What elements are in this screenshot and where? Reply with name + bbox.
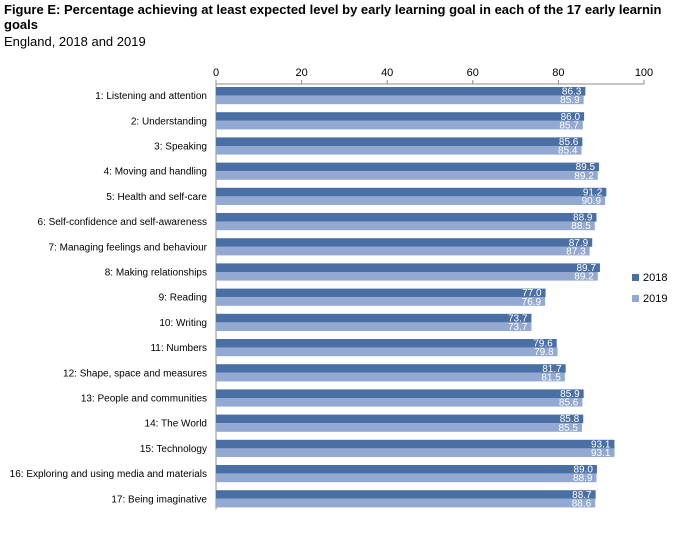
category-label: 6: Self-confidence and self-awareness xyxy=(37,217,207,228)
data-label-2019: 88.6 xyxy=(572,498,592,509)
category-label: 16: Exploring and using media and materi… xyxy=(10,469,207,480)
data-label-2018: 89.5 xyxy=(576,162,596,173)
bar-2019 xyxy=(216,171,598,180)
category-label: 8: Making relationships xyxy=(105,268,207,279)
data-label-2019: 85.4 xyxy=(558,146,578,157)
data-label-2018: 85.8 xyxy=(560,414,580,425)
data-label-2018: 86.3 xyxy=(562,87,582,98)
bar-2019 xyxy=(216,95,584,105)
bar-2018 xyxy=(216,213,597,222)
bar-2019 xyxy=(216,398,583,407)
legend-label-2018: 2018 xyxy=(643,272,667,284)
category-label: 14: The World xyxy=(145,419,207,430)
bar-2018 xyxy=(216,137,583,146)
bar-2019 xyxy=(216,372,565,382)
bar-2018 xyxy=(216,87,586,96)
bar-2019 xyxy=(216,473,597,483)
bar-2018 xyxy=(216,187,607,197)
bar-2019 xyxy=(216,120,583,130)
category-label: 2: Understanding xyxy=(131,116,207,127)
category-label: 15: Technology xyxy=(140,444,207,455)
data-label-2018: 93.1 xyxy=(591,439,611,450)
data-label-2019: 89.2 xyxy=(574,171,594,182)
data-label-2018: 89.0 xyxy=(573,465,593,476)
bar-2018 xyxy=(216,162,600,172)
x-tick-label: 0 xyxy=(213,67,219,79)
bar-2019 xyxy=(216,196,606,205)
data-label-2019: 87.3 xyxy=(566,246,586,257)
category-label: 10: Writing xyxy=(159,318,207,329)
bar-2019 xyxy=(216,221,595,231)
bar-2018 xyxy=(216,465,597,474)
bar-2019 xyxy=(216,322,532,331)
bar-2018 xyxy=(216,414,584,424)
bar-2019 xyxy=(216,297,546,306)
data-label-2018: 79.6 xyxy=(533,339,553,350)
x-tick-label: 60 xyxy=(467,67,479,79)
chart-subtitle: England, 2018 and 2019 xyxy=(4,34,146,49)
legend-label-2019: 2019 xyxy=(643,293,667,305)
data-label-2018: 77.0 xyxy=(522,288,542,299)
data-label-2019: 90.9 xyxy=(582,196,602,207)
data-label-2019: 88.9 xyxy=(573,473,593,484)
bar-2018 xyxy=(216,439,615,449)
category-label: 17: Being imaginative xyxy=(111,494,207,505)
category-label: 4: Moving and handling xyxy=(104,167,207,178)
data-label-2019: 93.1 xyxy=(591,448,611,459)
x-tick-label: 20 xyxy=(295,67,307,79)
x-tick-label: 80 xyxy=(552,67,564,79)
category-label: 9: Reading xyxy=(159,293,207,304)
data-label-2019: 85.6 xyxy=(559,398,579,409)
bar-2018 xyxy=(216,389,584,398)
data-label-2018: 91.2 xyxy=(583,187,603,198)
x-tick-label: 40 xyxy=(381,67,393,79)
data-label-2019: 79.8 xyxy=(534,347,554,358)
data-label-2019: 89.2 xyxy=(574,272,594,283)
bar-2018 xyxy=(216,339,557,348)
data-label-2018: 86.0 xyxy=(561,112,581,123)
data-label-2019: 88.5 xyxy=(571,221,591,232)
bar-2019 xyxy=(216,246,590,256)
category-label: 5: Health and self-care xyxy=(106,192,207,203)
bar-2019 xyxy=(216,423,582,432)
bar-2018 xyxy=(216,364,566,373)
category-label: 3: Speaking xyxy=(154,142,207,153)
category-label: 1: Listening and attention xyxy=(95,91,207,102)
data-label-2019: 81.5 xyxy=(541,372,561,383)
data-label-2018: 73.7 xyxy=(508,313,528,324)
data-label-2018: 85.6 xyxy=(559,137,579,148)
data-label-2018: 88.7 xyxy=(572,490,592,501)
legend-swatch-2018 xyxy=(632,274,639,281)
data-label-2018: 81.7 xyxy=(542,364,562,375)
bar-2018 xyxy=(216,112,585,121)
bar-2019 xyxy=(216,347,558,357)
data-label-2018: 89.7 xyxy=(576,263,596,274)
category-label: 7: Managing feelings and behaviour xyxy=(49,242,208,253)
bar-2018 xyxy=(216,263,600,272)
data-label-2019: 85.7 xyxy=(559,120,579,131)
bar-2019 xyxy=(216,448,615,457)
bar-2019 xyxy=(216,272,598,281)
bar-2019 xyxy=(216,498,596,508)
chart-title: Figure E: Percentage achieving at least … xyxy=(4,2,662,32)
data-label-2019: 76.9 xyxy=(522,297,542,308)
data-label-2018: 88.9 xyxy=(573,213,593,224)
category-label: 12: Shape, space and measures xyxy=(63,368,207,379)
bar-2018 xyxy=(216,313,532,323)
legend-swatch-2019 xyxy=(632,295,639,302)
data-label-2019: 85.5 xyxy=(558,423,578,434)
bar-2018 xyxy=(216,238,593,247)
category-label: 13: People and communities xyxy=(81,394,207,405)
bar-2018 xyxy=(216,288,546,298)
bar-2019 xyxy=(216,146,582,155)
data-label-2018: 87.9 xyxy=(569,238,589,249)
data-label-2018: 85.9 xyxy=(560,389,580,400)
x-tick-label: 100 xyxy=(635,67,653,79)
data-label-2019: 85.9 xyxy=(560,95,580,106)
bar-2018 xyxy=(216,490,596,499)
data-label-2019: 73.7 xyxy=(508,322,528,333)
category-label: 11: Numbers xyxy=(150,343,207,354)
